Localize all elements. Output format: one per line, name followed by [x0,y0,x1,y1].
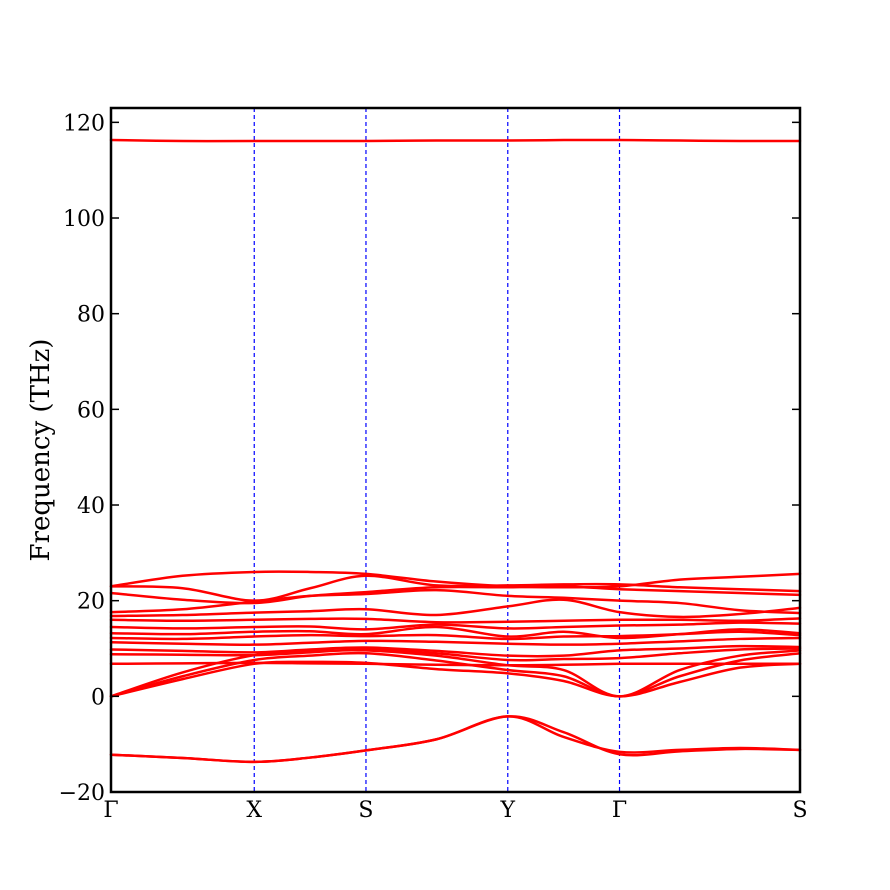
x-tick-label: Γ [612,798,627,823]
y-tick-label: 120 [63,111,105,136]
band-series [109,138,802,764]
band-line-10 [109,636,802,646]
x-tick-label: Γ [103,798,118,823]
y-tick-label: 20 [77,590,105,615]
x-tick-label: S [358,798,373,823]
x-tick-label: S [792,798,807,823]
band-line-8 [109,647,802,662]
y-tick-label: 80 [77,303,105,328]
band-line-19 [109,570,802,589]
plot-frame [109,106,802,794]
y-axis-label: Frequency (THz) [26,339,56,562]
band-line-4 [109,660,802,698]
y-tick-label: −20 [59,781,105,806]
y-tick-label: 60 [77,398,105,423]
band-line-12 [109,625,802,640]
x-tick-label: Y [500,798,516,823]
band-line-1 [109,138,802,143]
band-line-6 [109,648,802,698]
band-line-9 [109,644,802,658]
band-line-7 [109,661,802,667]
x-tick-label: X [246,798,262,823]
band-line-15 [109,598,802,619]
y-axis-ticks: −20 0 20 40 60 80 100 120 [59,111,800,806]
band-line-18 [109,574,802,602]
band-line-3 [109,715,802,764]
y-tick-label: 100 [63,207,105,232]
y-tick-label: 0 [91,685,105,710]
high-symmetry-lines [253,108,621,792]
band-line-14 [109,617,802,624]
band-line-13 [109,621,802,631]
y-tick-label: 40 [77,494,105,519]
